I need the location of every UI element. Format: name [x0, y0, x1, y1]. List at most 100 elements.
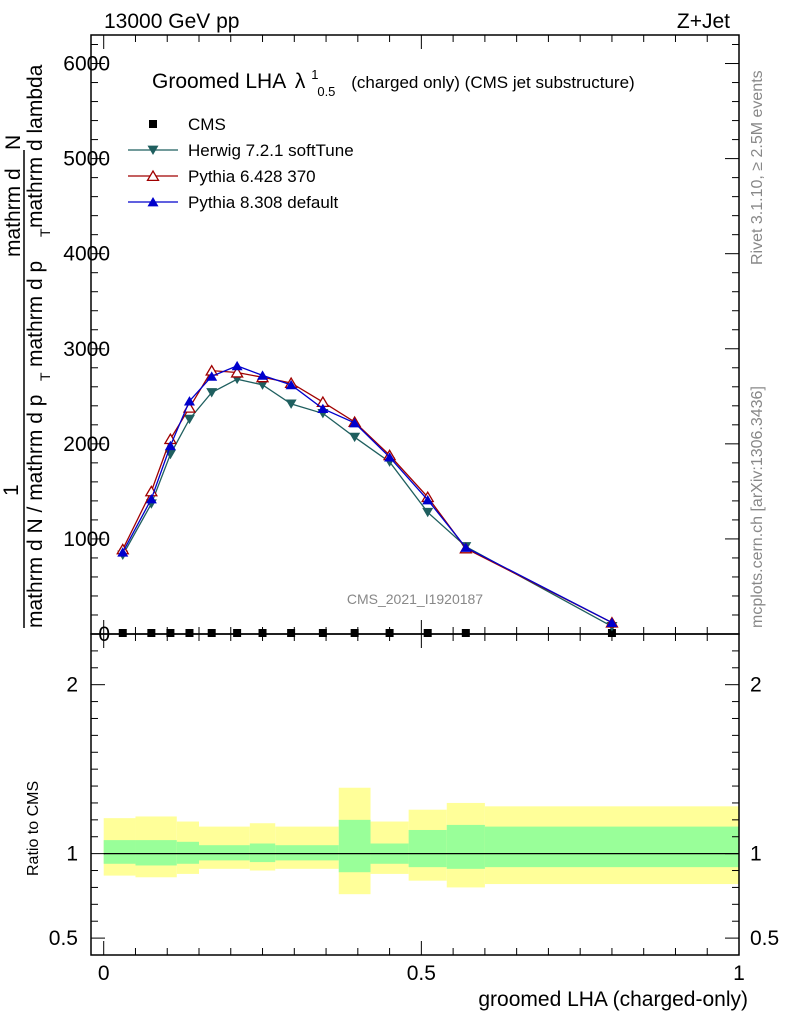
series-0-point: [423, 629, 432, 637]
legend: CMS Herwig 7.2.1 softTune Pythia 6.428 370…: [128, 115, 354, 212]
ratio-band-inner: [103, 840, 136, 864]
watermark: CMS_2021_I1920187: [347, 591, 483, 607]
series-0-point: [287, 629, 296, 637]
ylabel-top-sub: T: [37, 228, 53, 237]
series-3-point: [606, 617, 618, 627]
ratio-band-inner: [135, 840, 177, 866]
main-y-axis: 0100020003000400050006000: [63, 35, 740, 646]
legend-label: Pythia 8.308 default: [188, 193, 339, 212]
ylabel-top-d: mathrm d lambda: [24, 64, 47, 228]
series-1-point: [422, 507, 434, 518]
main-title: Groomed LHA λ 1 0.5 (charged only) (CMS …: [152, 61, 635, 101]
series-1-point: [183, 414, 195, 425]
main-ytick-label: 4000: [63, 243, 110, 266]
title-sup: 1: [311, 67, 318, 82]
series-0-point: [258, 629, 267, 637]
main-ylabel: mathrm d N mathrm d p T mathrm d lambda …: [0, 64, 53, 628]
legend-marker: [149, 120, 157, 128]
ratio-ytick-label: 2: [66, 674, 78, 697]
main-plot: 0100020003000400050006000 Groomed LHA λ …: [63, 34, 740, 646]
series-0-point: [318, 629, 327, 637]
ratio-ytick-label: 1: [66, 843, 78, 866]
ratio-band-inner: [484, 826, 739, 868]
main-ytick-label: 2000: [63, 433, 110, 456]
series-0-point: [233, 629, 242, 637]
series-3-point: [164, 440, 176, 451]
main-ytick-label: 1000: [63, 528, 110, 551]
ratio-xtick-label: 0: [98, 962, 110, 985]
series-3-point: [117, 547, 129, 557]
xlabel: groomed LHA (charged-only): [478, 988, 748, 1011]
series-1-point: [257, 380, 269, 390]
ratio-ytick-label-right: 1: [750, 843, 762, 866]
ylabel-top-b: N: [2, 135, 25, 150]
series-0-point: [147, 629, 156, 637]
series-0-point: [607, 629, 616, 637]
legend-marker: [147, 197, 159, 207]
series-3-point: [460, 542, 472, 552]
legend-marker: [147, 145, 159, 155]
series-0-point: [350, 629, 359, 637]
main-ytick-label: 5000: [63, 148, 110, 171]
series-0-point: [207, 629, 216, 637]
ratio-xtick-label: 1: [733, 962, 745, 985]
ylabel-top-c: mathrm d p: [24, 261, 47, 367]
series-3-point: [183, 396, 195, 406]
ratio-band-inner: [199, 845, 250, 861]
ylabel-bottom: mathrm d N / mathrm d p: [24, 395, 47, 628]
series-3-point: [349, 417, 361, 428]
ratio-band-inner: [446, 824, 485, 869]
ratio-ylabel: Ratio to CMS: [25, 781, 42, 876]
ratio-plot-frame: [90, 633, 740, 956]
series-line-1: [122, 378, 613, 627]
ratio-band-inner: [275, 845, 339, 861]
main-series-layer: [116, 360, 619, 637]
header-right: Z+Jet: [677, 10, 730, 33]
ratio-band-inner: [338, 819, 371, 873]
series-0-point: [185, 629, 194, 637]
main-ytick-label: 6000: [63, 53, 110, 76]
series-3-point: [231, 360, 243, 371]
ylabel-top-a: mathrm d: [2, 168, 25, 257]
legend-label: CMS: [188, 115, 226, 134]
series-3: [117, 360, 618, 627]
ratio-band-inner: [176, 841, 199, 864]
mcplots-label: mcplots.cern.ch [arXiv:1306.3436]: [749, 386, 766, 628]
series-3-point: [285, 379, 297, 390]
ratio-band-inner: [249, 843, 276, 863]
main-ytick-label: 3000: [63, 338, 110, 361]
ratio-band-inner: [408, 829, 447, 868]
title-suffix: (charged only) (CMS jet substructure): [351, 73, 634, 92]
ratio-bands-layer: [103, 787, 739, 895]
series-0-point: [385, 629, 394, 637]
legend-label: Herwig 7.2.1 softTune: [188, 141, 354, 160]
series-3-point: [384, 452, 396, 462]
series-3-point: [206, 371, 218, 381]
series-2-point: [230, 366, 244, 378]
ylabel-bottom-sub: T: [37, 372, 53, 381]
ratio-ytick-label-right: 0.5: [750, 927, 779, 950]
rivet-label: Rivet 3.1.10, ≥ 2.5M events: [749, 70, 766, 265]
series-line-3: [122, 365, 613, 624]
ratio-xtick-label: 0.5: [407, 962, 436, 985]
header-left: 13000 GeV pp: [104, 10, 239, 33]
series-0-point: [166, 629, 175, 637]
series-3-point: [317, 403, 329, 414]
title-main: Groomed LHA: [152, 70, 286, 93]
series-3-point: [257, 370, 269, 380]
series-0-point: [461, 629, 470, 637]
ratio-plot: 0.5 0.51 12 20 0.5 1 Ratio to CMS: [25, 633, 779, 985]
series-1-point: [349, 432, 361, 443]
ratio-ytick-label-right: 2: [750, 674, 762, 697]
ratio-ytick-label: 0.5: [49, 927, 78, 950]
legend-marker: [146, 169, 160, 182]
legend-label: Pythia 6.428 370: [188, 167, 316, 186]
ratio-axes: 0.5 0.51 12 20 0.5 1: [49, 634, 779, 985]
series-1-point: [285, 399, 297, 409]
series-0: [118, 629, 616, 637]
title-sub: 0.5: [317, 84, 335, 99]
series-0-point: [118, 629, 127, 637]
ylabel-one: 1: [0, 484, 23, 496]
series-3-point: [145, 494, 157, 504]
